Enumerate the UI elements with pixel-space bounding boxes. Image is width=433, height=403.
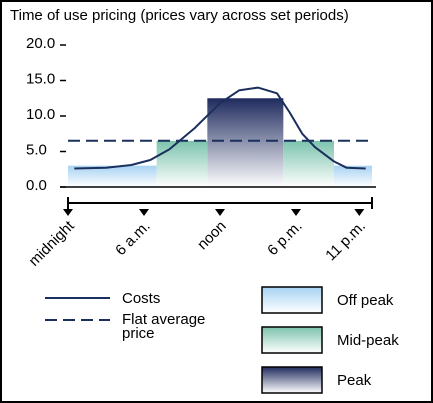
y-tick-label: 15.0	[26, 70, 55, 87]
x-tick	[139, 209, 149, 216]
period-bar	[334, 165, 372, 187]
period-bar	[207, 98, 284, 187]
legend-swatch	[261, 286, 323, 314]
y-tick-label: 5.0	[26, 141, 47, 158]
y-tick-label: 0.0	[26, 177, 47, 194]
x-tick	[215, 209, 225, 216]
y-tick-label: 20.0	[26, 35, 55, 52]
period-bar	[156, 140, 208, 187]
y-tick-label: 10.0	[26, 106, 55, 123]
legend-swatch	[261, 326, 323, 354]
legend-label: Peak	[337, 372, 372, 389]
x-tick	[63, 209, 73, 216]
period-bar	[68, 165, 157, 187]
chart-title: Time of use pricing (prices vary across …	[10, 7, 349, 24]
x-tick	[291, 209, 301, 216]
x-tick	[354, 209, 365, 216]
legend-swatch	[261, 366, 323, 394]
line	[74, 86, 366, 170]
legend-label: Mid-peak	[337, 332, 399, 349]
legend-label: Off peak	[337, 292, 394, 309]
legend-label: Flat average price	[122, 311, 206, 342]
legend-label: Costs	[122, 290, 161, 307]
period-bar	[283, 140, 334, 187]
